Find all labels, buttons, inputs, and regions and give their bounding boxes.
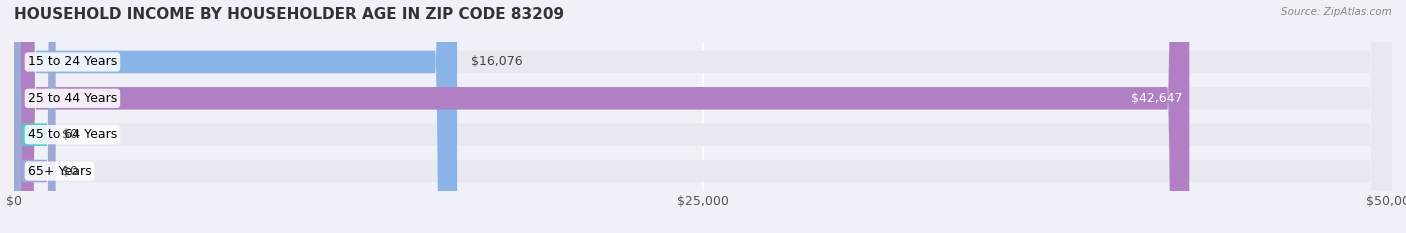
Text: HOUSEHOLD INCOME BY HOUSEHOLDER AGE IN ZIP CODE 83209: HOUSEHOLD INCOME BY HOUSEHOLDER AGE IN Z… (14, 7, 564, 22)
FancyBboxPatch shape (14, 0, 1392, 233)
FancyBboxPatch shape (14, 0, 1392, 233)
Text: $0: $0 (62, 164, 79, 178)
Text: 25 to 44 Years: 25 to 44 Years (28, 92, 117, 105)
Text: $0: $0 (62, 128, 79, 141)
Text: 45 to 64 Years: 45 to 64 Years (28, 128, 117, 141)
FancyBboxPatch shape (14, 0, 1392, 233)
FancyBboxPatch shape (14, 0, 1189, 233)
Text: 65+ Years: 65+ Years (28, 164, 91, 178)
FancyBboxPatch shape (14, 0, 1392, 233)
FancyBboxPatch shape (14, 0, 55, 233)
FancyBboxPatch shape (14, 0, 55, 233)
Text: $42,647: $42,647 (1130, 92, 1182, 105)
Text: 15 to 24 Years: 15 to 24 Years (28, 55, 117, 69)
Text: $16,076: $16,076 (471, 55, 523, 69)
FancyBboxPatch shape (14, 0, 457, 233)
Text: Source: ZipAtlas.com: Source: ZipAtlas.com (1281, 7, 1392, 17)
